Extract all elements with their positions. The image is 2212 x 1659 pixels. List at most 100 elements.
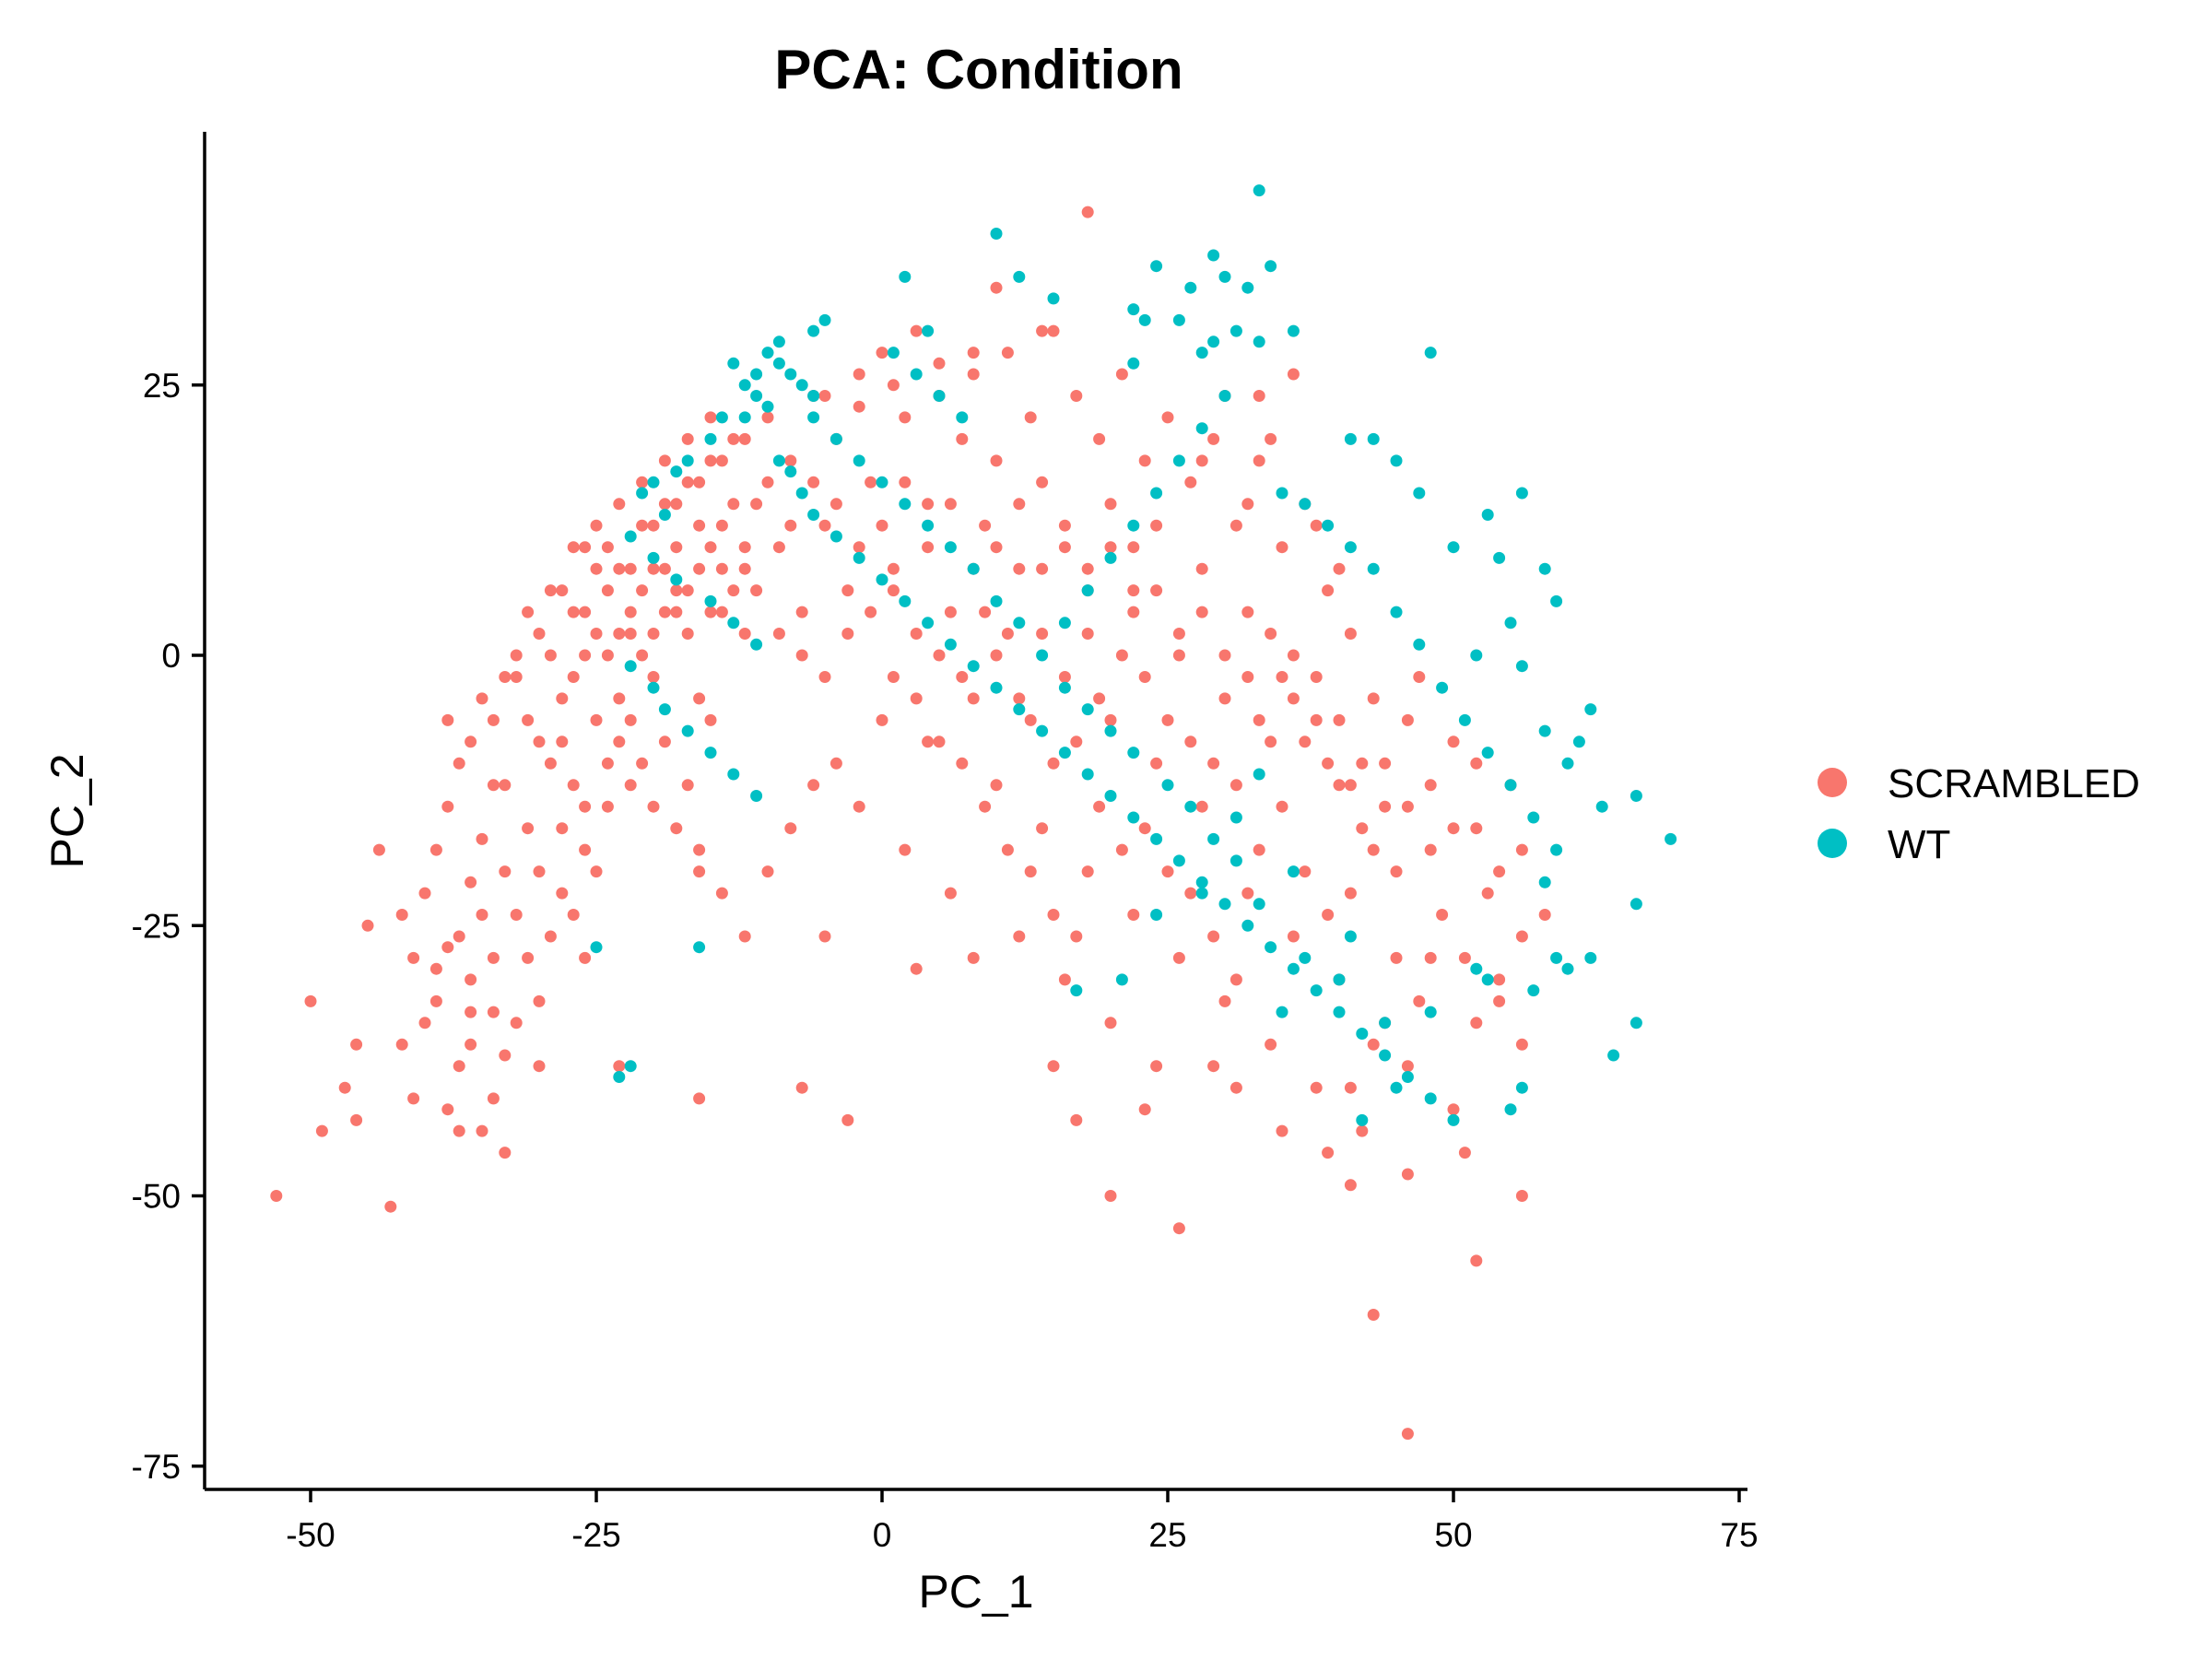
point-scrambled-203 bbox=[1241, 887, 1254, 900]
point-scrambled-208 bbox=[1356, 1124, 1369, 1137]
point-wt-142 bbox=[830, 432, 842, 445]
point-scrambled-161 bbox=[510, 909, 523, 921]
point-scrambled-35 bbox=[579, 800, 592, 813]
point-scrambled-361 bbox=[865, 606, 877, 618]
point-wt-21 bbox=[1253, 335, 1265, 348]
point-scrambled-368 bbox=[1024, 713, 1037, 726]
point-scrambled-148 bbox=[715, 519, 728, 532]
point-scrambled-112 bbox=[1458, 951, 1471, 964]
legend-key-scrambled bbox=[1818, 768, 1847, 797]
point-scrambled-0 bbox=[270, 1190, 283, 1202]
point-scrambled-250 bbox=[1036, 324, 1049, 337]
point-wt-80 bbox=[1379, 1049, 1392, 1062]
point-scrambled-232 bbox=[1047, 1060, 1060, 1073]
point-wt-14 bbox=[818, 313, 831, 326]
point-wt-16 bbox=[772, 335, 785, 348]
point-scrambled-367 bbox=[1001, 628, 1014, 640]
point-wt-103 bbox=[1630, 790, 1642, 802]
point-scrambled-252 bbox=[967, 347, 980, 359]
point-wt-105 bbox=[1630, 898, 1642, 911]
point-wt-137 bbox=[944, 541, 957, 554]
point-scrambled-279 bbox=[533, 628, 546, 640]
point-wt-151 bbox=[681, 724, 694, 737]
point-wt-50 bbox=[727, 617, 740, 629]
point-wt-66 bbox=[1058, 747, 1071, 759]
point-scrambled-210 bbox=[1401, 1060, 1414, 1073]
point-wt-120 bbox=[1356, 1113, 1369, 1126]
point-scrambled-82 bbox=[1115, 368, 1128, 381]
point-scrambled-381 bbox=[1322, 757, 1335, 770]
point-wt-132 bbox=[1058, 681, 1071, 694]
point-scrambled-123 bbox=[613, 692, 626, 705]
point-scrambled-302 bbox=[876, 519, 888, 532]
point-wt-10 bbox=[1047, 292, 1060, 305]
point-scrambled-147 bbox=[704, 606, 717, 618]
point-wt-159 bbox=[1367, 562, 1380, 575]
point-scrambled-38 bbox=[613, 562, 626, 575]
point-scrambled-43 bbox=[670, 606, 683, 618]
point-wt-179 bbox=[1195, 887, 1208, 900]
y-axis-ticks: -75 -50 -25 0 25 bbox=[132, 367, 205, 1486]
point-scrambled-297 bbox=[761, 476, 774, 488]
point-scrambled-159 bbox=[533, 865, 546, 878]
point-wt-171 bbox=[1127, 519, 1140, 532]
x-axis-title: PC_1 bbox=[918, 1566, 1033, 1618]
point-scrambled-56 bbox=[818, 519, 831, 532]
point-scrambled-134 bbox=[738, 562, 751, 575]
point-scrambled-160 bbox=[522, 822, 535, 835]
point-scrambled-74 bbox=[1024, 411, 1037, 424]
point-scrambled-195 bbox=[1058, 973, 1071, 986]
point-scrambled-219 bbox=[1058, 671, 1071, 683]
point-wt-77 bbox=[1310, 984, 1323, 997]
point-scrambled-164 bbox=[476, 909, 488, 921]
point-wt-148 bbox=[624, 660, 637, 673]
point-wt-136 bbox=[967, 562, 980, 575]
point-wt-140 bbox=[876, 476, 888, 488]
point-wt-41 bbox=[681, 454, 694, 467]
point-wt-65 bbox=[1036, 724, 1049, 737]
point-scrambled-109 bbox=[1424, 843, 1437, 856]
point-scrambled-6 bbox=[361, 919, 374, 932]
point-wt-90 bbox=[1481, 509, 1494, 521]
point-scrambled-254 bbox=[853, 400, 865, 413]
point-scrambled-88 bbox=[1184, 476, 1197, 488]
point-wt-8 bbox=[1218, 270, 1231, 283]
point-scrambled-37 bbox=[601, 757, 614, 770]
point-scrambled-346 bbox=[1115, 843, 1128, 856]
point-wt-38 bbox=[956, 411, 969, 424]
point-scrambled-339 bbox=[956, 757, 969, 770]
point-wt-24 bbox=[1195, 347, 1208, 359]
point-scrambled-115 bbox=[1493, 994, 1506, 1007]
point-wt-94 bbox=[1550, 594, 1563, 607]
point-wt-67 bbox=[1081, 768, 1094, 781]
point-scrambled-166 bbox=[453, 930, 465, 943]
point-scrambled-350 bbox=[1207, 930, 1220, 943]
point-scrambled-45 bbox=[693, 692, 706, 705]
point-scrambled-180 bbox=[715, 887, 728, 900]
point-scrambled-53 bbox=[784, 454, 797, 467]
point-scrambled-168 bbox=[533, 994, 546, 1007]
point-wt-127 bbox=[1184, 800, 1197, 813]
point-scrambled-347 bbox=[1138, 822, 1151, 835]
point-wt-74 bbox=[1241, 919, 1254, 932]
point-scrambled-334 bbox=[1367, 1038, 1380, 1051]
point-scrambled-225 bbox=[841, 1113, 854, 1126]
point-wt-147 bbox=[693, 941, 706, 954]
point-wt-165 bbox=[1504, 779, 1517, 792]
legend-key-wt bbox=[1818, 829, 1847, 858]
point-scrambled-352 bbox=[1253, 843, 1265, 856]
point-scrambled-94 bbox=[1253, 454, 1265, 467]
point-scrambled-31 bbox=[533, 735, 546, 748]
point-wt-97 bbox=[1515, 660, 1528, 673]
point-scrambled-296 bbox=[738, 432, 751, 445]
point-wt-93 bbox=[1538, 562, 1551, 575]
point-scrambled-7 bbox=[384, 1200, 397, 1213]
point-scrambled-135 bbox=[750, 584, 763, 597]
point-scrambled-288 bbox=[636, 476, 649, 488]
point-scrambled-8 bbox=[395, 1038, 408, 1051]
point-wt-144 bbox=[590, 941, 603, 954]
point-scrambled-363 bbox=[910, 628, 923, 640]
point-scrambled-13 bbox=[441, 941, 454, 954]
point-scrambled-110 bbox=[1436, 909, 1449, 921]
point-wt-12 bbox=[1138, 313, 1151, 326]
